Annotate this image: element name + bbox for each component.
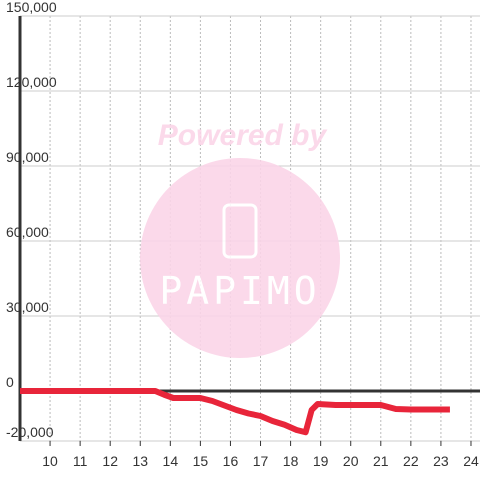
y-tick-label: 90,000: [6, 149, 49, 165]
x-tick-label: 20: [343, 453, 359, 469]
x-tick-label: 15: [193, 453, 209, 469]
y-tick-label: 0: [6, 374, 14, 390]
y-tick-label: 30,000: [6, 299, 49, 315]
x-tick-label: 19: [313, 453, 329, 469]
x-tick-label: 23: [433, 453, 449, 469]
watermark: Powered by PAPIMO: [140, 119, 340, 358]
watermark-top: Powered by: [158, 119, 328, 152]
x-tick-label: 17: [253, 453, 269, 469]
x-tick-label: 24: [463, 453, 479, 469]
x-tick-label: 13: [132, 453, 148, 469]
x-tick-label: 16: [223, 453, 239, 469]
y-tick-label: -20,000: [6, 424, 54, 440]
x-tick-label: 11: [73, 453, 88, 469]
data-line: [20, 388, 450, 436]
x-tick-label: 18: [283, 453, 299, 469]
x-tick-label: 22: [403, 453, 419, 469]
y-tick-label: 150,000: [6, 0, 57, 15]
y-tick-label: 60,000: [6, 224, 49, 240]
x-tick-label: 21: [373, 453, 389, 469]
y-tick-label: 120,000: [6, 74, 57, 90]
watermark-bottom: PAPIMO: [159, 269, 320, 313]
x-tick-label: 12: [102, 453, 118, 469]
watermark-phone: [222, 203, 258, 259]
x-tick-label: 10: [42, 453, 58, 469]
x-tick-label: 14: [163, 453, 179, 469]
